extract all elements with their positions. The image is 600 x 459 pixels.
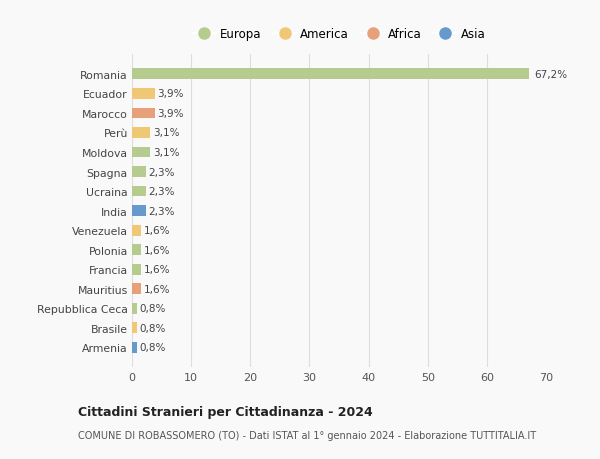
Bar — [132, 147, 151, 158]
Bar — [132, 323, 137, 334]
Text: 3,9%: 3,9% — [157, 109, 184, 118]
Bar — [132, 264, 142, 275]
Text: 0,8%: 0,8% — [139, 323, 166, 333]
Text: COMUNE DI ROBASSOMERO (TO) - Dati ISTAT al 1° gennaio 2024 - Elaborazione TUTTIT: COMUNE DI ROBASSOMERO (TO) - Dati ISTAT … — [78, 431, 536, 440]
Text: 2,3%: 2,3% — [148, 206, 175, 216]
Bar — [132, 128, 151, 139]
Text: 67,2%: 67,2% — [534, 70, 567, 79]
Bar — [132, 108, 155, 119]
Bar — [132, 342, 137, 353]
Text: 2,3%: 2,3% — [148, 187, 175, 196]
Bar — [132, 225, 142, 236]
Bar — [132, 89, 155, 100]
Text: 3,1%: 3,1% — [152, 148, 179, 157]
Text: 3,1%: 3,1% — [152, 128, 179, 138]
Legend: Europa, America, Africa, Asia: Europa, America, Africa, Asia — [188, 23, 490, 46]
Bar — [132, 284, 142, 295]
Text: 1,6%: 1,6% — [144, 284, 170, 294]
Text: 1,6%: 1,6% — [144, 226, 170, 235]
Text: 0,8%: 0,8% — [139, 304, 166, 313]
Text: 1,6%: 1,6% — [144, 265, 170, 274]
Text: Cittadini Stranieri per Cittadinanza - 2024: Cittadini Stranieri per Cittadinanza - 2… — [78, 405, 373, 419]
Text: 0,8%: 0,8% — [139, 343, 166, 353]
Bar — [132, 69, 529, 80]
Text: 2,3%: 2,3% — [148, 167, 175, 177]
Bar — [132, 303, 137, 314]
Text: 1,6%: 1,6% — [144, 245, 170, 255]
Bar — [132, 245, 142, 256]
Bar — [132, 186, 146, 197]
Bar — [132, 206, 146, 217]
Text: 3,9%: 3,9% — [157, 89, 184, 99]
Bar — [132, 167, 146, 178]
